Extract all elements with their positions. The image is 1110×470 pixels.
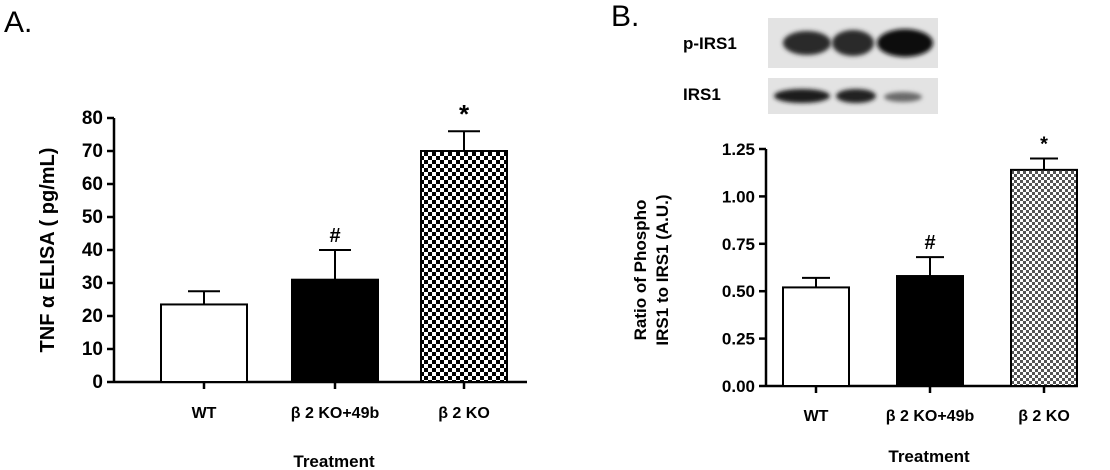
y-tick-label: 70 xyxy=(82,141,103,162)
blot-band xyxy=(877,29,933,57)
y-tick-label: 1.25 xyxy=(722,140,755,159)
panel-a-x-axis-label: Treatment xyxy=(293,452,375,470)
panel-b: B. p-IRS1 IRS1 0.00 0.25 0.50 0.75 1.00 1.25 W… xyxy=(611,0,1078,466)
significance-marker: # xyxy=(924,232,935,254)
y-tick-label: 60 xyxy=(82,174,103,195)
significance-marker: * xyxy=(1040,133,1048,155)
bar xyxy=(420,150,508,383)
panel-a-label: A. xyxy=(4,6,32,39)
x-category-label: β 2 KO xyxy=(1018,408,1070,425)
x-category-label: WT xyxy=(192,405,217,422)
x-category-label: β 2 KO+49b xyxy=(291,405,380,422)
blot-band xyxy=(783,31,831,55)
blot-band xyxy=(774,89,830,103)
bar xyxy=(1010,168,1078,387)
significance-marker: * xyxy=(459,99,470,129)
x-category-label: β 2 KO+49b xyxy=(886,408,975,425)
blot-band xyxy=(884,92,922,102)
bar xyxy=(782,286,850,387)
blot-band xyxy=(836,89,876,103)
panel-a-y-axis-label: TNF α ELISA ( pg/mL) xyxy=(37,148,59,353)
bar xyxy=(160,303,248,384)
significance-marker: # xyxy=(329,225,340,247)
panel-b-chart: 0.00 0.25 0.50 0.75 1.00 1.25 WT β 2 KO+49b # β 2… xyxy=(722,133,1078,425)
y-tick-label: 80 xyxy=(82,108,103,129)
y-tick-label: 50 xyxy=(82,207,103,228)
y-tick-label: 30 xyxy=(82,273,103,294)
y-tick-label: 0.25 xyxy=(722,330,755,349)
panel-b-x-axis-label: Treatment xyxy=(888,447,970,466)
panel-a: A. 0 10 20 30 40 50 60 70 80 WT β 2 KO+49b # β 2 KO *… xyxy=(4,6,527,470)
y-tick-label: 20 xyxy=(82,306,103,327)
panel-b-y-axis-label-line2: IRS1 to IRS1 (A.U.) xyxy=(653,194,672,345)
y-tick-label: 0 xyxy=(92,372,103,393)
bar xyxy=(291,278,379,384)
y-tick-label: 0.50 xyxy=(722,282,755,301)
panel-b-y-axis-label-line1: Ratio of Phospho xyxy=(631,200,650,341)
y-tick-label: 40 xyxy=(82,240,103,261)
y-tick-label: 0.00 xyxy=(722,377,755,396)
y-tick-label: 0.75 xyxy=(722,235,755,254)
blot-band xyxy=(832,30,874,56)
panel-a-chart: 0 10 20 30 40 50 60 70 80 WT β 2 KO+49b # β 2 KO * xyxy=(82,99,527,422)
x-category-label: β 2 KO xyxy=(438,405,490,422)
panel-b-label: B. xyxy=(611,0,639,33)
western-blot: p-IRS1 IRS1 xyxy=(683,18,938,114)
x-category-label: WT xyxy=(804,408,829,425)
blot-row-label: IRS1 xyxy=(683,85,721,104)
blot-row-label: p-IRS1 xyxy=(683,34,737,53)
y-tick-label: 10 xyxy=(82,339,103,360)
bar xyxy=(896,275,964,388)
y-tick-label: 1.00 xyxy=(722,187,755,206)
